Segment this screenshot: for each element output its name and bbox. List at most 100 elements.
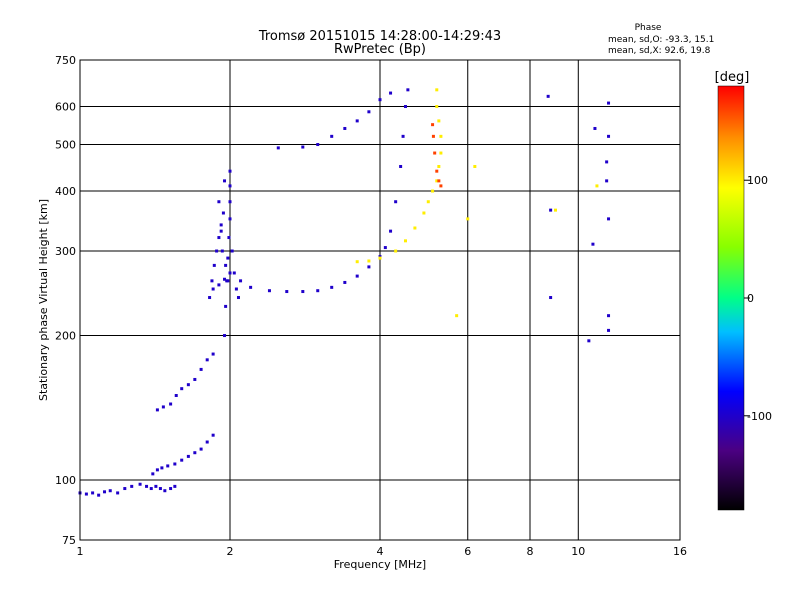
- data-point: [431, 189, 435, 193]
- data-point: [205, 358, 209, 362]
- data-point: [158, 487, 162, 491]
- data-point: [553, 208, 557, 212]
- data-point: [228, 200, 232, 204]
- data-point: [435, 105, 439, 109]
- data-point: [355, 119, 359, 123]
- data-point: [389, 91, 393, 95]
- data-point: [97, 493, 101, 497]
- data-point: [211, 287, 215, 291]
- trace-f1-cusp-column: [217, 169, 232, 338]
- data-point: [84, 492, 88, 496]
- data-point: [221, 211, 225, 215]
- data-point: [607, 217, 611, 221]
- colorbar-label: [deg]: [715, 70, 750, 85]
- data-point: [155, 408, 159, 412]
- data-point: [591, 242, 595, 246]
- data-point: [163, 489, 167, 493]
- data-point: [435, 88, 439, 92]
- data-point: [435, 169, 439, 173]
- data-point: [455, 314, 459, 318]
- data-point: [549, 296, 553, 300]
- data-point: [173, 462, 177, 466]
- data-point: [217, 200, 221, 204]
- data-point: [316, 143, 320, 147]
- x-tick-label: 4: [377, 545, 384, 558]
- data-point: [466, 217, 470, 221]
- data-point: [169, 402, 173, 406]
- data-point: [343, 126, 347, 130]
- data-point: [437, 179, 441, 183]
- trace-f1-o-mode: [211, 88, 410, 294]
- data-point: [161, 405, 165, 409]
- data-point: [367, 110, 371, 114]
- data-point: [433, 151, 437, 155]
- data-point: [439, 151, 443, 155]
- x-tick-label: 6: [464, 545, 471, 558]
- trace-scattered-yellow: [455, 164, 599, 318]
- data-point: [160, 466, 164, 470]
- data-point: [355, 260, 359, 264]
- data-point: [605, 160, 609, 164]
- data-point: [285, 290, 289, 294]
- data-point: [211, 433, 215, 437]
- data-point: [223, 277, 227, 281]
- data-point: [130, 484, 134, 488]
- data-point: [383, 246, 387, 250]
- data-point: [234, 287, 238, 291]
- grid-layer: [79, 59, 681, 541]
- plot-frame: [79, 59, 681, 541]
- data-point: [439, 134, 443, 138]
- data-point: [435, 179, 439, 183]
- colorbar-ticks: 100 0 -100: [744, 174, 772, 423]
- y-tick-label: 750: [55, 54, 76, 67]
- trace-es-low-trace: [151, 433, 215, 476]
- data-point: [173, 484, 177, 488]
- data-point: [403, 105, 407, 109]
- data-point: [426, 200, 430, 204]
- x-tick-label: 16: [673, 545, 687, 558]
- data-point: [217, 236, 221, 240]
- data-point: [316, 289, 320, 293]
- data-point: [228, 217, 232, 221]
- trace-f2-x-mode-core: [431, 123, 443, 188]
- data-point: [355, 274, 359, 278]
- chart-title-line1: Tromsø 20151015 14:28:00-14:29:43: [258, 29, 501, 44]
- data-point: [401, 134, 405, 138]
- data-point: [330, 134, 334, 138]
- data-point: [103, 490, 107, 494]
- data-point: [223, 179, 227, 183]
- x-tick-label: 8: [527, 545, 534, 558]
- data-point: [227, 236, 231, 240]
- y-axis-label: Stationary phase Virtual Height [km]: [37, 199, 50, 401]
- data-point: [413, 226, 417, 230]
- data-point: [228, 169, 232, 173]
- y-tick-label: 600: [55, 101, 76, 114]
- data-point: [431, 123, 435, 127]
- x-axis-label: Frequency [MHz]: [334, 558, 426, 571]
- data-point: [267, 289, 271, 293]
- data-point: [219, 223, 223, 227]
- x-tick-label: 10: [571, 545, 585, 558]
- y-ticks: 75 100 200 300 400 500 600 750: [55, 54, 76, 547]
- data-point: [595, 184, 599, 188]
- data-point: [587, 339, 591, 343]
- data-point: [212, 263, 216, 267]
- data-point: [145, 484, 149, 488]
- data-point: [378, 98, 382, 102]
- data-point: [154, 484, 158, 488]
- data-point: [607, 328, 611, 332]
- data-point: [116, 491, 120, 495]
- data-point: [186, 454, 190, 458]
- data-point: [210, 279, 214, 283]
- y-tick-label: 400: [55, 185, 76, 198]
- data-point: [219, 229, 223, 233]
- data-point: [473, 164, 477, 168]
- data-point: [437, 164, 441, 168]
- data-point: [223, 334, 227, 338]
- data-point: [593, 126, 597, 130]
- data-point: [211, 352, 215, 356]
- trace-scattered-high-frequency: [546, 94, 611, 343]
- phase-box-line-o: mean, sd,O: -93.3, 15.1: [608, 35, 714, 45]
- data-point: [91, 491, 95, 495]
- data-point: [108, 489, 112, 493]
